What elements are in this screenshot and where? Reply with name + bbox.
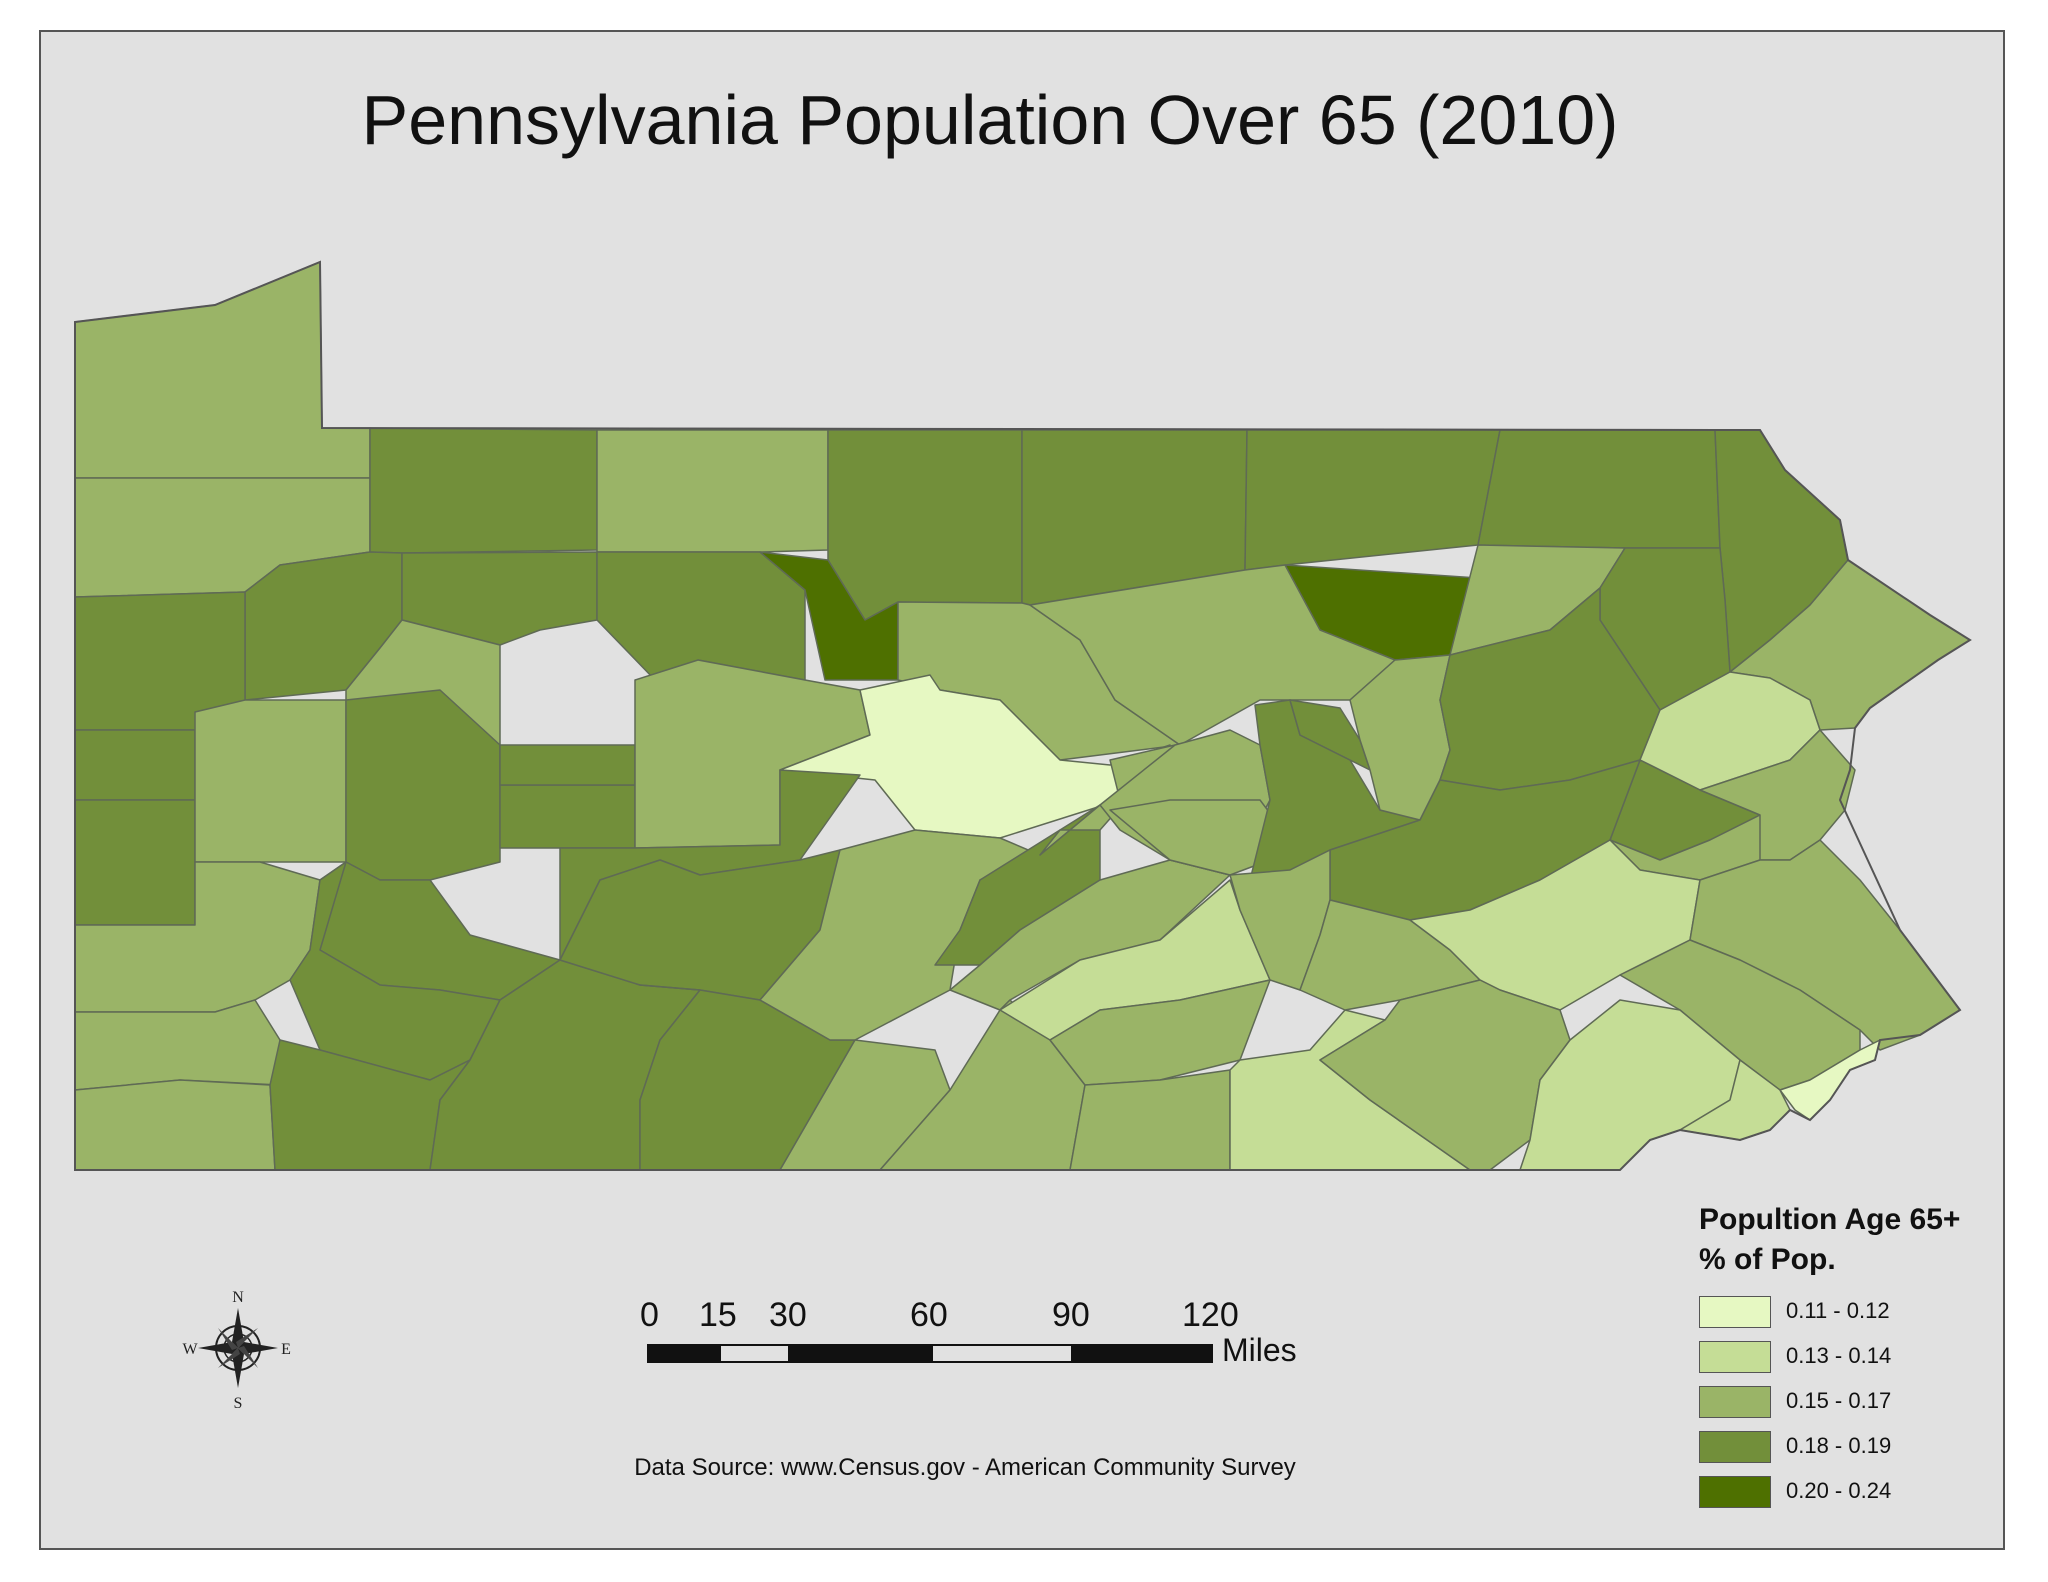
- legend-label: 0.18 - 0.19: [1786, 1433, 1892, 1458]
- scale-tick-30: 30: [769, 1296, 807, 1334]
- county-washington: [74, 999, 281, 1091]
- state-outline: [74, 260, 1972, 1171]
- scale-tick-90: 90: [1052, 1296, 1090, 1334]
- legend-swatch: [1699, 1386, 1771, 1418]
- legend-label: 0.13 - 0.14: [1786, 1343, 1892, 1368]
- scale-tick-15: 15: [699, 1296, 737, 1334]
- county-potter: [827, 429, 1023, 621]
- county-susquehanna: [1477, 429, 1721, 549]
- legend-swatch: [1699, 1431, 1771, 1463]
- scale-tick-120: 120: [1182, 1296, 1239, 1334]
- north-arrow: N S E W: [182, 1289, 290, 1412]
- legend-swatch: [1699, 1476, 1771, 1508]
- legend-title: Popultion Age 65+ % of Pop.: [1699, 1200, 1960, 1280]
- legend-label: 0.15 - 0.17: [1786, 1388, 1892, 1413]
- west-label: W: [182, 1341, 198, 1358]
- scale-tick-60: 60: [910, 1296, 948, 1334]
- legend-title-line1: Popultion Age 65+: [1699, 1203, 1961, 1236]
- county-bradford: [1244, 429, 1501, 571]
- legend-swatch: [1699, 1341, 1771, 1373]
- scale-unit-label: Miles: [1222, 1332, 1297, 1368]
- north-label: N: [232, 1289, 244, 1306]
- map-title: Pennsylvania Population Over 65 (2010): [361, 81, 1619, 159]
- county-erie: [74, 261, 371, 479]
- scale-bar: [647, 1344, 1213, 1363]
- county-butler: [194, 699, 347, 863]
- county-mckean: [596, 429, 829, 553]
- legend-label: 0.11 - 0.12: [1786, 1298, 1890, 1323]
- county-warren: [369, 427, 598, 554]
- legend-label: 0.20 - 0.24: [1786, 1478, 1892, 1503]
- county-northampton: [1699, 729, 1856, 861]
- county-jefferson-main: [499, 744, 636, 786]
- county-greene: [74, 1079, 276, 1171]
- legend-title-line2: % of Pop.: [1699, 1243, 1836, 1276]
- east-label: E: [281, 1341, 291, 1358]
- scale-tick-0: 0: [640, 1296, 659, 1334]
- south-label: S: [234, 1395, 243, 1412]
- data-source-note: Data Source: www.Census.gov - American C…: [634, 1454, 1296, 1481]
- county-adams: [1069, 1069, 1231, 1171]
- county-beaver: [74, 799, 196, 926]
- county-lawrence: [74, 729, 196, 801]
- legend-swatch: [1699, 1296, 1771, 1328]
